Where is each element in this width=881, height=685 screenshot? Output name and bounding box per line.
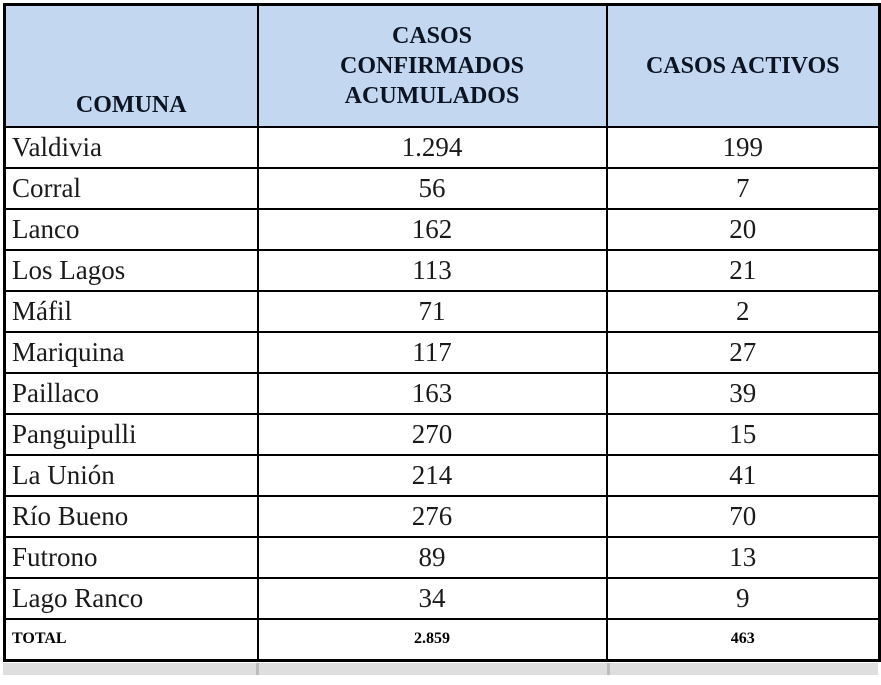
column-header-comuna: COMUNA [3, 3, 259, 128]
cell-comuna: Lago Ranco [3, 576, 259, 620]
column-divider-mark [256, 663, 259, 675]
total-row: TOTAL 2.859 463 [3, 617, 881, 662]
table-row: Panguipulli 270 15 [3, 412, 881, 456]
cell-comuna: La Unión [3, 453, 259, 497]
cell-active: 2 [605, 289, 881, 333]
cell-confirmed: 1.294 [256, 125, 608, 169]
cell-active: 15 [605, 412, 881, 456]
cell-confirmed: 163 [256, 371, 608, 415]
table-header: COMUNA CASOS CONFIRMADOS ACUMULADOS CASO… [3, 3, 881, 128]
cell-confirmed: 89 [256, 535, 608, 579]
table-body: Valdivia 1.294 199 Corral 56 7 Lanco 162 20 Los L… [3, 125, 881, 620]
cell-active: 13 [605, 535, 881, 579]
column-header-confirmed: CASOS CONFIRMADOS ACUMULADOS [256, 3, 608, 128]
cell-comuna: Río Bueno [3, 494, 259, 538]
table-row: La Unión 214 41 [3, 453, 881, 497]
cell-comuna: Valdivia [3, 125, 259, 169]
cell-confirmed: 214 [256, 453, 608, 497]
table-row: Mariquina 117 27 [3, 330, 881, 374]
column-header-confirmed-label: CASOS CONFIRMADOS ACUMULADOS [340, 22, 524, 109]
table-row: Máfil 71 2 [3, 289, 881, 333]
cases-table: COMUNA CASOS CONFIRMADOS ACUMULADOS CASO… [3, 3, 881, 662]
cell-confirmed: 276 [256, 494, 608, 538]
cell-comuna: Futrono [3, 535, 259, 579]
cell-comuna: Los Lagos [3, 248, 259, 292]
cell-confirmed: 117 [256, 330, 608, 374]
cell-active: 27 [605, 330, 881, 374]
cell-active: 41 [605, 453, 881, 497]
cutoff-next-row [3, 663, 878, 675]
cell-comuna: Corral [3, 166, 259, 210]
cell-confirmed: 34 [256, 576, 608, 620]
cell-active: 21 [605, 248, 881, 292]
column-divider-mark [607, 663, 610, 675]
cell-confirmed: 113 [256, 248, 608, 292]
cell-confirmed: 71 [256, 289, 608, 333]
cell-comuna: Paillaco [3, 371, 259, 415]
cell-active: 199 [605, 125, 881, 169]
table-footer: TOTAL 2.859 463 [3, 617, 881, 662]
cell-confirmed: 162 [256, 207, 608, 251]
cell-comuna: Lanco [3, 207, 259, 251]
cell-confirmed: 270 [256, 412, 608, 456]
cell-comuna: Mariquina [3, 330, 259, 374]
cell-active: 70 [605, 494, 881, 538]
cell-comuna: Panguipulli [3, 412, 259, 456]
table-row: Corral 56 7 [3, 166, 881, 210]
total-confirmed-value: 2.859 [256, 617, 608, 662]
table-row: Los Lagos 113 21 [3, 248, 881, 292]
table-row: Río Bueno 276 70 [3, 494, 881, 538]
cell-active: 20 [605, 207, 881, 251]
table-row: Valdivia 1.294 199 [3, 125, 881, 169]
table-row: Lago Ranco 34 9 [3, 576, 881, 620]
cell-active: 9 [605, 576, 881, 620]
cell-active: 39 [605, 371, 881, 415]
cell-comuna: Máfil [3, 289, 259, 333]
header-row: COMUNA CASOS CONFIRMADOS ACUMULADOS CASO… [3, 3, 881, 128]
cell-confirmed: 56 [256, 166, 608, 210]
table-row: Futrono 89 13 [3, 535, 881, 579]
table-row: Paillaco 163 39 [3, 371, 881, 415]
cell-active: 7 [605, 166, 881, 210]
column-header-active: CASOS ACTIVOS [605, 3, 881, 128]
total-active-value: 463 [605, 617, 881, 662]
total-label: TOTAL [3, 617, 259, 662]
table-row: Lanco 162 20 [3, 207, 881, 251]
